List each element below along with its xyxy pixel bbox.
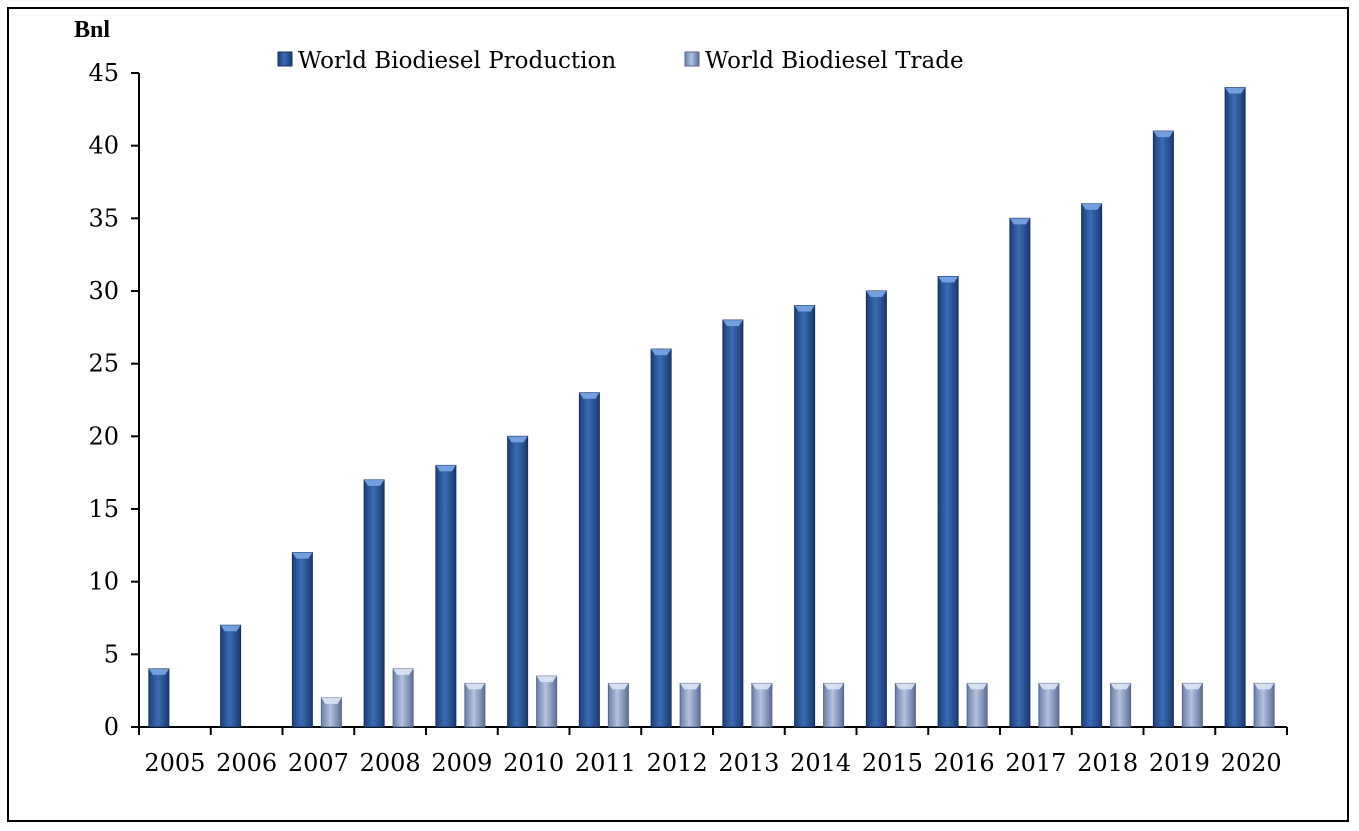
y-tick-label: 35 — [88, 204, 119, 232]
x-tick-label: 2009 — [431, 749, 492, 777]
x-axis: 2005 2006 2007 2008 2009 2010 2011 2012 2013 2014… — [138, 726, 1288, 777]
production-bar — [578, 392, 600, 728]
x-tick-label: 2016 — [934, 749, 995, 777]
trade-bar — [1110, 682, 1132, 728]
x-tick-label: 2013 — [718, 749, 779, 777]
y-tick-label: 25 — [88, 350, 119, 378]
legend-swatch — [277, 51, 293, 67]
x-tick-label: 2015 — [862, 749, 923, 777]
production-bar — [937, 275, 959, 728]
trade-bar — [607, 682, 629, 728]
production-bar — [435, 464, 457, 728]
legend-item: World Biodiesel Production — [277, 48, 616, 74]
trade-bar — [751, 682, 773, 728]
x-tick-label: 2020 — [1221, 749, 1282, 777]
trade-bar — [1038, 682, 1060, 728]
x-tick-label: 2014 — [790, 749, 851, 777]
production-bar — [148, 668, 170, 728]
legend: World Biodiesel Production World Biodiese… — [277, 48, 964, 74]
x-tick-label: 2018 — [1077, 749, 1138, 777]
production-bar — [507, 435, 529, 728]
x-tick-label: 2019 — [1149, 749, 1210, 777]
y-tick-label: 0 — [104, 713, 119, 741]
x-tick-label: 2011 — [575, 749, 636, 777]
x-tick-label: 2017 — [1005, 749, 1066, 777]
trade-bar — [320, 697, 342, 728]
production-bar — [220, 624, 242, 728]
y-tick-label: 15 — [88, 495, 119, 523]
trade-bar — [894, 682, 916, 728]
trade-bar — [823, 682, 845, 728]
trade-bar — [536, 675, 558, 728]
trade-bar — [392, 668, 414, 728]
production-bar — [650, 348, 672, 728]
y-unit-label: Bnl — [74, 17, 110, 43]
trade-bar — [679, 682, 701, 728]
production-bar — [1009, 217, 1031, 728]
trade-bar — [464, 682, 486, 728]
y-tick-label: 10 — [88, 568, 119, 596]
y-tick-label: 45 — [88, 59, 119, 87]
legend-item: World Biodiesel Trade — [684, 48, 964, 74]
legend-swatch — [684, 51, 700, 67]
x-tick-label: 2012 — [647, 749, 708, 777]
production-bar — [1152, 130, 1174, 728]
legend-label: World Biodiesel Production — [298, 48, 616, 74]
production-bar — [865, 290, 887, 728]
production-bar — [363, 479, 385, 728]
y-tick-label: 40 — [88, 132, 119, 160]
production-bar — [291, 552, 313, 728]
trade-bar — [1181, 682, 1203, 728]
production-bar — [794, 305, 816, 728]
legend-label: World Biodiesel Trade — [705, 48, 964, 74]
trade-bar — [966, 682, 988, 728]
y-axis: 0 5 10 15 20 25 30 35 40 45 — [88, 59, 140, 741]
production-bar — [1224, 87, 1246, 728]
bars — [148, 87, 1275, 728]
x-tick-label: 2007 — [288, 749, 349, 777]
production-bar — [722, 319, 744, 728]
x-tick-label: 2006 — [216, 749, 277, 777]
x-tick-label: 2005 — [144, 749, 205, 777]
y-tick-label: 20 — [88, 422, 119, 450]
x-tick-label: 2008 — [360, 749, 421, 777]
y-tick-label: 30 — [88, 277, 119, 305]
x-tick-label: 2010 — [503, 749, 564, 777]
production-bar — [1081, 203, 1103, 728]
y-tick-label: 5 — [104, 640, 119, 668]
trade-bar — [1253, 682, 1275, 728]
